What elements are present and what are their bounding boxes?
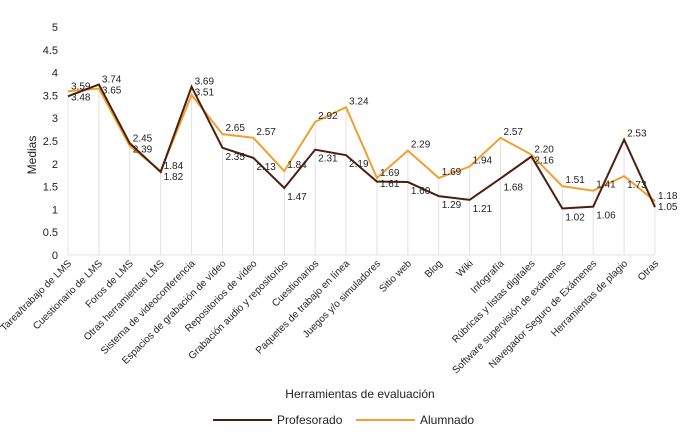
data-label-profesorado: 2.31 <box>318 154 338 165</box>
data-label-alumnado: 1.69 <box>442 167 462 178</box>
gridlines <box>67 84 656 256</box>
data-label-alumnado: 1.41 <box>596 180 616 191</box>
x-tick-label: Wiki <box>455 258 476 279</box>
data-label-alumnado: 1.18 <box>658 191 678 202</box>
legend-label-alumnado: Alumnado <box>420 413 474 427</box>
series-lines <box>67 83 656 210</box>
data-label-alumnado: 2.39 <box>133 144 153 155</box>
data-label-alumnado: 2.92 <box>318 111 338 122</box>
data-label-alumnado: 3.59 <box>71 81 91 92</box>
data-label-profesorado: 2.19 <box>349 159 369 170</box>
data-label-profesorado: 3.74 <box>102 74 122 85</box>
data-label-profesorado: 1.29 <box>442 200 462 211</box>
y-tick-label: 5 <box>52 22 58 34</box>
y-tick-label: 3.5 <box>43 90 58 102</box>
data-label-profesorado: 1.21 <box>473 204 493 215</box>
data-label-alumnado: 2.29 <box>411 140 431 151</box>
data-label-alumnado: 1.84 <box>164 161 184 172</box>
data-label-profesorado: 1.68 <box>504 182 524 193</box>
y-tick-label: 1.5 <box>43 182 58 194</box>
data-label-alumnado: 1.73 <box>627 180 647 191</box>
y-axis-ticks: 0 0.5 1 1.5 2 2.5 3 3.5 4 4.5 5 <box>43 22 58 262</box>
data-label-profesorado: 1.61 <box>380 179 400 190</box>
data-label-profesorado: 2.53 <box>627 129 647 140</box>
data-label-alumnado: 3.24 <box>349 96 369 107</box>
data-label-profesorado: 1.60 <box>411 186 431 197</box>
data-label-alumnado: 2.57 <box>504 127 524 138</box>
x-tick-label: Sitio web <box>377 258 414 295</box>
y-tick-label: 2.5 <box>43 136 58 148</box>
data-label-alumnado: 1.84 <box>287 160 307 171</box>
y-tick-label: 0 <box>52 250 58 262</box>
data-labels: 3.593.483.743.652.452.391.841.823.693.51… <box>71 74 678 223</box>
y-tick-label: 1 <box>52 204 58 216</box>
data-label-profesorado: 2.16 <box>534 156 554 167</box>
y-tick-label: 2 <box>52 159 58 171</box>
data-label-profesorado: 2.45 <box>133 133 153 144</box>
series-line-profesorado <box>67 83 656 210</box>
data-label-profesorado: 2.35 <box>225 152 245 163</box>
x-tick-label: Software supervisión de exámenes <box>451 258 569 376</box>
data-label-profesorado: 1.47 <box>287 192 307 203</box>
data-label-profesorado: 1.82 <box>164 172 184 183</box>
data-label-profesorado: 1.02 <box>565 212 585 223</box>
x-tick-label: Otras <box>636 258 661 283</box>
data-label-alumnado: 1.69 <box>380 168 400 179</box>
data-label-profesorado: 3.69 <box>195 77 215 88</box>
y-tick-label: 4.5 <box>43 45 58 57</box>
data-label-profesorado: 3.48 <box>71 92 91 103</box>
data-label-alumnado: 1.94 <box>473 156 493 167</box>
x-axis-title: Herramientas de evaluación <box>285 387 434 401</box>
y-tick-label: 3 <box>52 113 58 125</box>
data-label-alumnado: 2.57 <box>256 127 276 138</box>
data-label-alumnado: 3.65 <box>102 85 122 96</box>
y-tick-label: 4 <box>52 68 58 80</box>
x-tick-label: Blog <box>423 258 445 280</box>
data-label-profesorado: 1.06 <box>596 211 616 222</box>
data-label-alumnado: 2.20 <box>534 145 554 156</box>
data-label-alumnado: 3.51 <box>195 88 215 99</box>
data-label-alumnado: 2.65 <box>225 123 245 134</box>
legend: Profesorado Alumnado <box>213 413 474 427</box>
y-axis-title: Medias <box>25 136 39 175</box>
data-label-profesorado: 2.13 <box>256 162 276 173</box>
data-label-alumnado: 1.51 <box>565 175 585 186</box>
legend-label-profesorado: Profesorado <box>277 413 343 427</box>
data-label-profesorado: 1.05 <box>658 202 678 213</box>
y-tick-label: 0.5 <box>43 227 58 239</box>
